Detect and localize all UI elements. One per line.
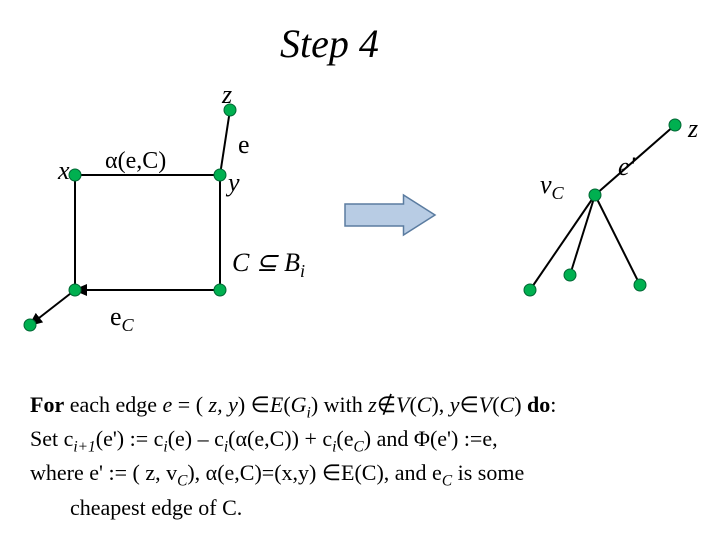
- label-z-left: z: [222, 80, 232, 110]
- label-eprime: e': [618, 152, 635, 182]
- line3: where e' := ( z, vC), α(e,C)=(x,y) ∈E(C)…: [30, 458, 690, 492]
- label-e: e: [238, 130, 250, 160]
- line2: Set ci+1(e') := ci(e) – ci(α(e,C)) + ci(…: [30, 424, 690, 458]
- label-z-right: z: [688, 114, 698, 144]
- label-y: y: [228, 168, 240, 198]
- slide-title: Step 4: [280, 20, 379, 67]
- label-eC: eC: [110, 302, 134, 336]
- body-text: For each edge e = ( z, y) ∈E(Gi) with z∉…: [30, 390, 690, 522]
- label-alpha: α(e,C): [105, 148, 166, 175]
- line4: cheapest edge of C.: [30, 493, 690, 523]
- label-x: x: [58, 156, 70, 186]
- line1: For each edge e = ( z, y) ∈E(Gi) with z∉…: [30, 390, 690, 424]
- label-vC: vC: [540, 170, 564, 204]
- label-subset: C ⊆ Bi: [232, 248, 305, 282]
